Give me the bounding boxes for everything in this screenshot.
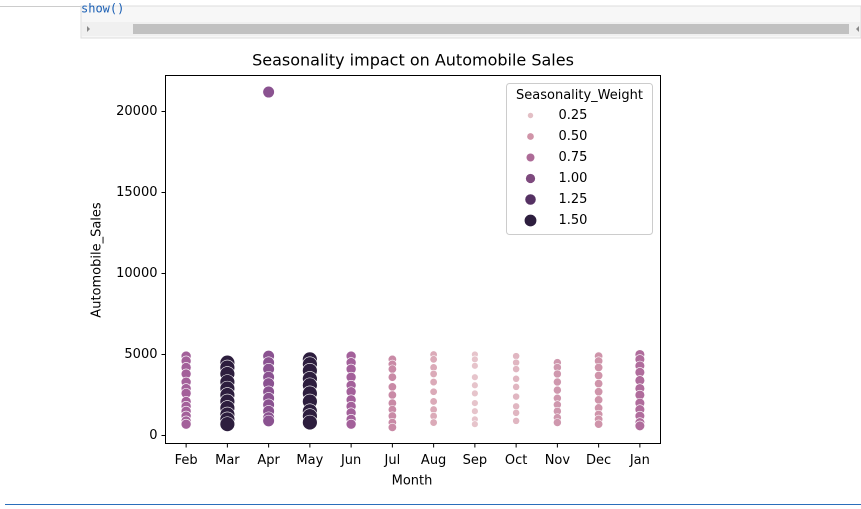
point xyxy=(512,383,520,391)
legend-label: 0.50 xyxy=(559,129,588,144)
x-tick-label: Jul xyxy=(384,453,401,468)
point xyxy=(594,387,604,397)
point xyxy=(512,365,520,373)
point xyxy=(512,352,520,360)
scroll-left[interactable] xyxy=(87,26,90,32)
x-tick-label: Oct xyxy=(505,453,527,468)
point xyxy=(553,418,562,427)
x-tick-label: Feb xyxy=(175,453,198,468)
x-tick-label: Sep xyxy=(463,453,488,468)
legend-label: 1.25 xyxy=(559,192,588,207)
point xyxy=(429,369,438,378)
point xyxy=(387,390,397,400)
point xyxy=(302,414,318,431)
point xyxy=(387,372,397,382)
point xyxy=(387,364,397,374)
point xyxy=(471,389,479,398)
legend-box xyxy=(506,83,653,235)
point xyxy=(471,355,479,364)
point xyxy=(219,416,236,432)
x-tick-label: Apr xyxy=(257,453,280,468)
point xyxy=(553,385,562,395)
code-text: show() xyxy=(81,2,124,16)
point xyxy=(180,418,192,430)
point xyxy=(471,381,479,389)
point xyxy=(471,420,479,428)
point xyxy=(594,379,604,389)
point xyxy=(429,418,438,427)
legend-marker xyxy=(524,214,537,227)
chart-title: Seasonality impact on Automobile Sales xyxy=(252,51,574,70)
point xyxy=(594,419,604,429)
point xyxy=(387,382,397,392)
y-tick-label: 20000 xyxy=(116,104,157,119)
point xyxy=(512,417,520,425)
y-tick-label: 5000 xyxy=(124,347,157,362)
legend-label: 1.00 xyxy=(559,171,588,186)
y-tick-label: 10000 xyxy=(116,266,157,281)
point xyxy=(429,378,438,387)
x-axis-label: Month xyxy=(392,474,433,489)
legend-marker xyxy=(527,112,534,119)
point xyxy=(262,414,275,428)
point xyxy=(429,387,438,396)
x-tick-label: Aug xyxy=(421,453,446,468)
point xyxy=(262,85,275,99)
x-tick-label: May xyxy=(296,453,323,468)
x-tick-label: Nov xyxy=(545,453,571,468)
point xyxy=(594,371,604,381)
y-tick-label: 15000 xyxy=(116,185,157,200)
point xyxy=(634,420,646,431)
point xyxy=(471,407,479,415)
point xyxy=(553,377,562,387)
point xyxy=(471,373,479,381)
point xyxy=(471,399,479,407)
legend-marker xyxy=(526,153,535,162)
point xyxy=(471,362,479,370)
point xyxy=(429,355,438,364)
chart: Seasonality impact on Automobile Sales M… xyxy=(90,51,661,489)
legend-marker xyxy=(527,133,534,140)
legend-marker xyxy=(525,194,536,205)
point xyxy=(553,369,562,379)
point xyxy=(429,397,438,406)
y-axis-label: Automobile_Sales xyxy=(90,202,105,318)
scroll-thumb[interactable] xyxy=(133,24,849,34)
plot-frame xyxy=(165,75,661,444)
point xyxy=(345,418,357,430)
x-tick-label: Mar xyxy=(215,453,240,468)
x-tick-label: Dec xyxy=(586,453,611,468)
point xyxy=(594,395,604,405)
point xyxy=(594,362,604,372)
point xyxy=(512,402,520,411)
legend-label: 1.50 xyxy=(559,213,588,228)
legend-label: 0.75 xyxy=(559,150,588,165)
point xyxy=(512,358,520,367)
legend-label: 0.25 xyxy=(559,108,588,123)
point xyxy=(387,422,397,432)
scroll-right[interactable] xyxy=(856,26,859,32)
legend-title: Seasonality_Weight xyxy=(516,88,643,103)
x-tick-label: Jun xyxy=(340,453,361,468)
y-tick-label: 0 xyxy=(149,428,157,443)
x-tick-label: Jan xyxy=(629,453,650,468)
point xyxy=(512,392,520,401)
legend-marker xyxy=(525,173,536,184)
point xyxy=(512,374,520,383)
point xyxy=(512,408,520,417)
